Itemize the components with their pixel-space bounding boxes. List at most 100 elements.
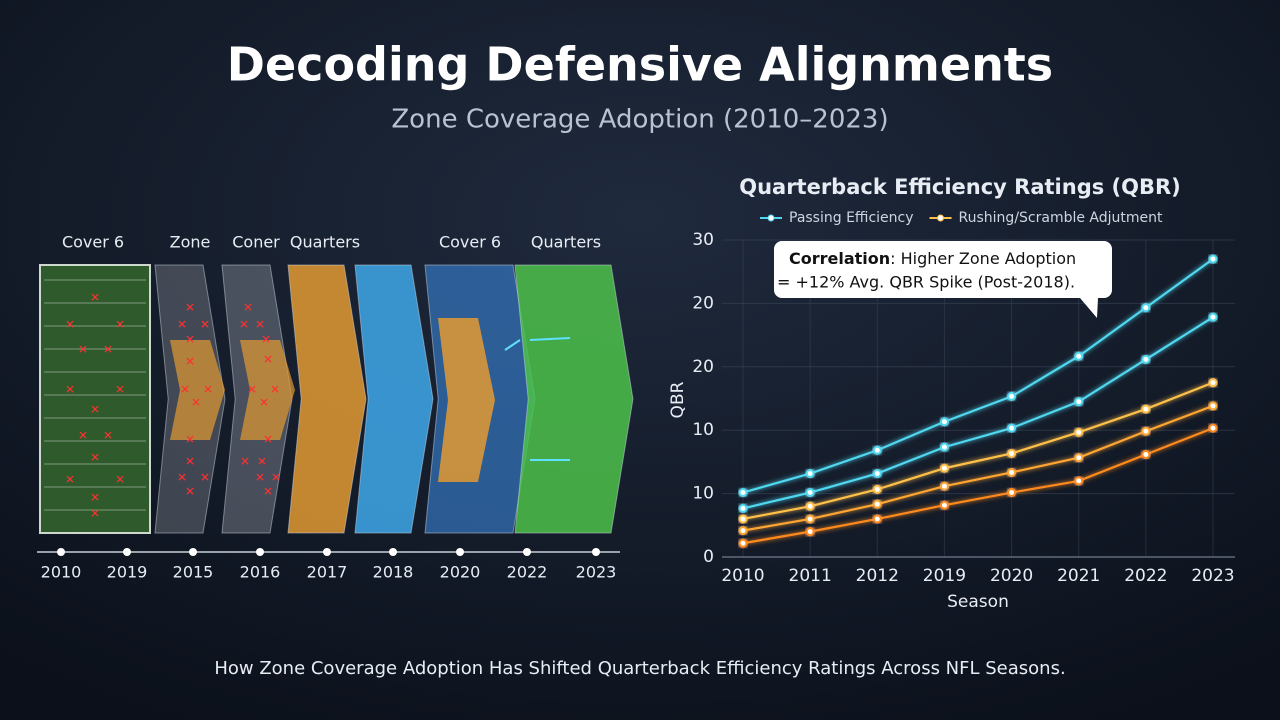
formation-diagram: ✕✕ ✕✕ ✕✕ ✕✕✕ ✕✕✕ ✕✕✕✕✕ ✕✕✕✕ ✕✕✕✕✕ ✕✕✕✕ ✕✕✕✕ ✕✕✕✕ ✕✕… <box>37 233 634 582</box>
data-point <box>939 417 949 427</box>
player-marker: ✕ <box>65 383 75 397</box>
timeline-year: 2016 <box>240 563 281 582</box>
y-tick-label: 10 <box>692 420 714 440</box>
data-point <box>872 484 882 494</box>
data-point <box>1141 404 1151 414</box>
player-marker: ✕ <box>255 471 265 485</box>
data-point <box>1141 354 1151 364</box>
data-point <box>939 442 949 452</box>
player-marker: ✕ <box>90 291 100 305</box>
player-marker: ✕ <box>263 485 273 499</box>
field <box>39 264 151 534</box>
series-line <box>742 427 1214 545</box>
callout-text-part: : Higher Zone Adoption <box>890 249 1076 268</box>
timeline-year: 2020 <box>440 563 481 582</box>
data-point <box>939 500 949 510</box>
formation-panel <box>514 264 634 534</box>
data-point <box>1007 423 1017 433</box>
y-tick-label: 0 <box>703 547 714 567</box>
formation-label: Quarters <box>290 233 360 252</box>
timeline-year: 2017 <box>307 563 348 582</box>
x-tick-label: 2021 <box>1057 566 1100 586</box>
formation-label: Cover 6 <box>439 233 501 252</box>
player-marker: ✕ <box>255 318 265 332</box>
formation-label: Quarters <box>531 233 601 252</box>
data-point <box>872 499 882 509</box>
timeline-dot <box>523 548 531 556</box>
player-marker: ✕ <box>203 383 213 397</box>
player-marker: ✕ <box>270 383 280 397</box>
formation-panel <box>240 340 295 440</box>
data-point <box>1208 423 1218 433</box>
caption: How Zone Coverage Adoption Has Shifted Q… <box>214 658 1065 679</box>
timeline-year: 2010 <box>41 563 82 582</box>
data-point <box>1074 397 1084 407</box>
x-tick-label: 2010 <box>721 566 764 586</box>
formation-panel <box>438 318 495 482</box>
series-line <box>742 381 1214 521</box>
player-marker: ✕ <box>200 318 210 332</box>
legend-swatch-dot <box>767 214 775 222</box>
player-marker: ✕ <box>90 403 100 417</box>
player-marker: ✕ <box>65 473 75 487</box>
timeline-dot <box>389 548 397 556</box>
y-tick-label: 20 <box>692 293 714 313</box>
x-tick-label: 2019 <box>923 566 966 586</box>
data-point <box>1141 450 1151 460</box>
player-marker: ✕ <box>115 318 125 332</box>
legend-swatch-dot <box>937 214 945 222</box>
data-point <box>1007 467 1017 477</box>
data-point <box>805 514 815 524</box>
data-point <box>805 501 815 511</box>
x-tick-label: 2022 <box>1124 566 1167 586</box>
player-marker: ✕ <box>185 301 195 315</box>
y-tick-label: 30 <box>692 230 714 250</box>
route-arrow <box>504 339 521 351</box>
player-marker: ✕ <box>177 318 187 332</box>
timeline-dot <box>189 548 197 556</box>
player-marker: ✕ <box>243 301 253 315</box>
data-point <box>738 488 748 498</box>
timeline-year: 2018 <box>373 563 414 582</box>
route-arrow <box>529 337 571 341</box>
data-point <box>805 469 815 479</box>
player-marker: ✕ <box>115 473 125 487</box>
callout-emphasis: Correlation <box>789 249 890 268</box>
player-marker: ✕ <box>78 343 88 357</box>
player-marker: ✕ <box>177 471 187 485</box>
data-point <box>1208 254 1218 264</box>
formation-label: Coner <box>232 233 280 252</box>
data-point <box>1007 391 1017 401</box>
player-marker: ✕ <box>90 491 100 505</box>
formation-panel <box>287 264 367 534</box>
timeline-dot <box>256 548 264 556</box>
player-marker: ✕ <box>271 471 281 485</box>
data-point <box>872 514 882 524</box>
player-marker: ✕ <box>103 343 113 357</box>
timeline-year: 2015 <box>173 563 214 582</box>
data-point <box>1074 476 1084 486</box>
chart-title: Quarterback Efficiency Ratings (QBR) <box>739 175 1181 199</box>
data-point <box>738 526 748 536</box>
player-marker: ✕ <box>185 355 195 369</box>
data-point <box>805 527 815 537</box>
x-tick-label: 2020 <box>990 566 1033 586</box>
legend-label: Rushing/Scramble Adjutment <box>959 210 1163 226</box>
formation-panel <box>354 264 434 534</box>
timeline-year: 2022 <box>507 563 548 582</box>
x-tick-label: 2011 <box>789 566 832 586</box>
data-point <box>738 538 748 548</box>
title: Decoding Defensive Alignments <box>227 38 1053 92</box>
x-tick-label: 2023 <box>1191 566 1234 586</box>
data-point <box>872 469 882 479</box>
data-point <box>1141 303 1151 313</box>
subtitle: Zone Coverage Adoption (2010–2023) <box>391 105 888 135</box>
player-marker: ✕ <box>257 455 267 469</box>
timeline-dot <box>456 548 464 556</box>
data-point <box>1141 426 1151 436</box>
series-line <box>742 316 1214 510</box>
data-point <box>1074 351 1084 361</box>
player-marker: ✕ <box>185 333 195 347</box>
player-marker: ✕ <box>261 333 271 347</box>
